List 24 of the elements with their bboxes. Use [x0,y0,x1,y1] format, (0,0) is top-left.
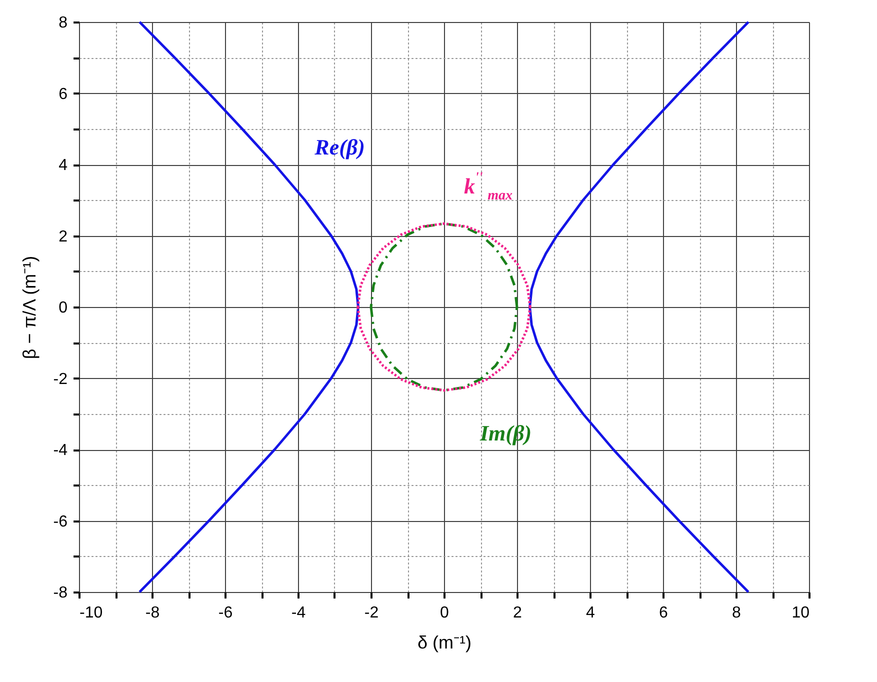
y-tick-label: 0 [58,300,68,316]
y-tick-label: -6 [53,513,68,530]
y-axis-title: β − π/Λ (m⁻¹) [19,256,40,360]
x-tick-label: 6 [659,604,668,622]
x-tick-label: -6 [218,604,233,622]
x-tick-label: -4 [291,604,306,622]
x-tick-label: -2 [364,604,379,622]
x-tick-label: 4 [586,604,596,622]
y-tick-label: 4 [58,157,68,174]
x-tick-label: 0 [440,604,450,622]
x-tick-label: -10 [80,604,103,622]
y-tick-label: -8 [53,584,68,602]
y-tick-label: 2 [58,228,68,246]
series-label: Re(β) [314,134,365,160]
x-tick-label: 8 [732,604,742,622]
y-tick-label: -4 [53,442,68,459]
y-tick-label: 6 [58,86,68,103]
y-tick-label: 8 [58,14,68,32]
series-label: k''max [464,170,512,204]
y-tick-label: -2 [53,370,68,388]
x-axis-title: δ (m⁻¹) [418,632,472,652]
x-tick-label: 10 [792,604,810,622]
x-tick-label: 2 [513,604,522,622]
x-tick-label: -8 [145,604,160,622]
